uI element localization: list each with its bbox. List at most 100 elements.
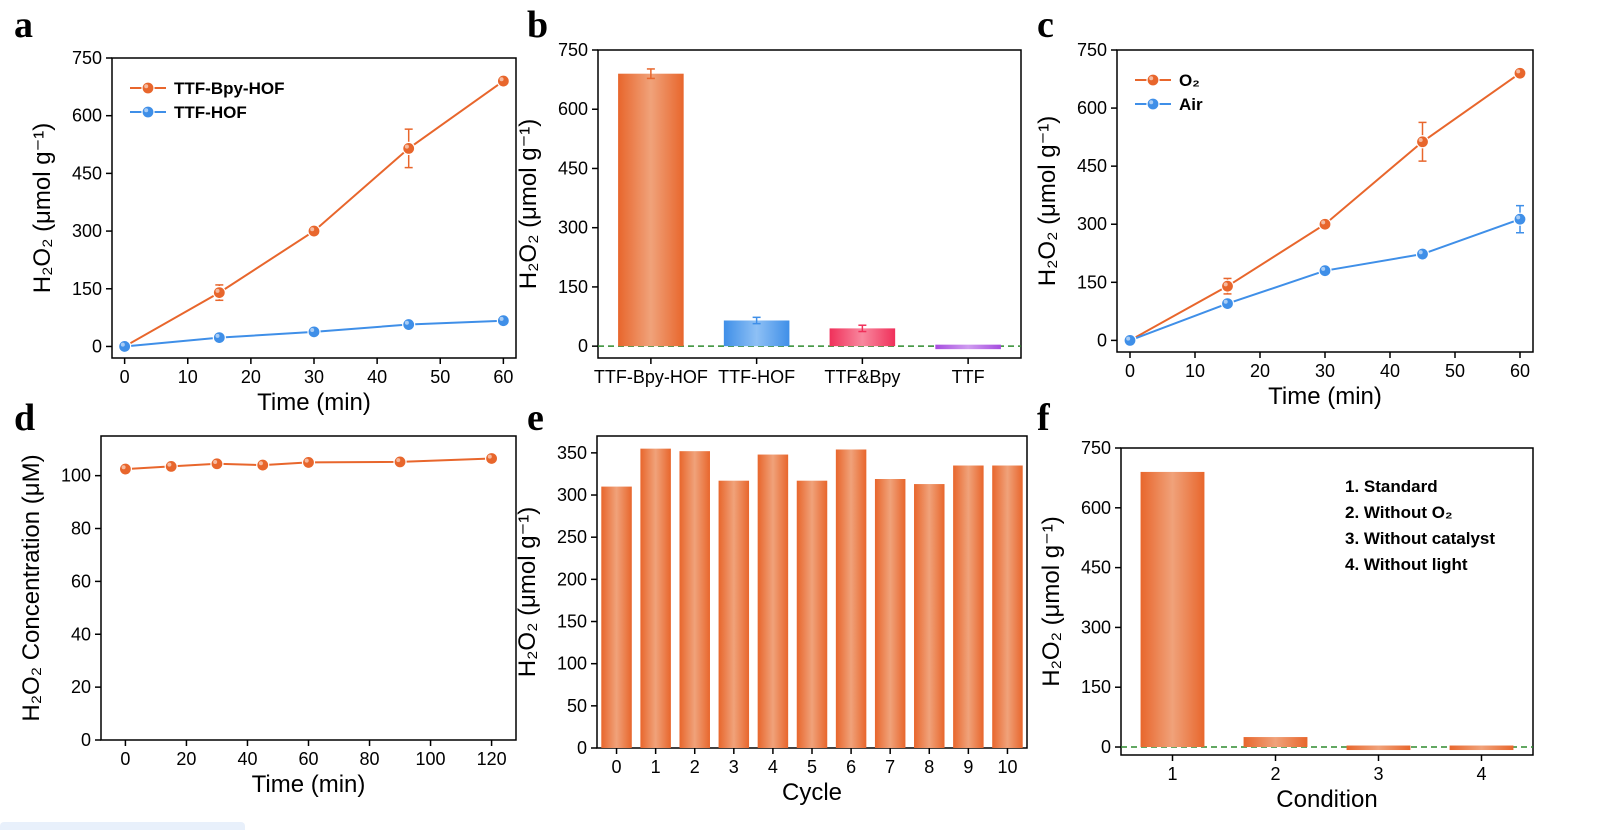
data-point-highlight (258, 461, 263, 466)
x-axis-title: Time (min) (257, 389, 371, 416)
data-point-highlight (1321, 266, 1326, 271)
y-tick-label: 300 (72, 221, 102, 241)
data-point-highlight (1516, 69, 1521, 74)
data-point (256, 458, 270, 472)
legend-item: 1. Standard (1345, 477, 1438, 496)
x-tick-label: 60 (298, 749, 318, 769)
data-point (1415, 247, 1430, 261)
y-tick-label: 80 (71, 519, 91, 539)
bar-4 (757, 454, 789, 748)
x-tick-label: 10 (178, 367, 198, 387)
x-tick-label: 100 (416, 749, 446, 769)
legend-label: O₂ (1179, 71, 1200, 90)
bar-2 (679, 451, 710, 748)
y-axis-title: H₂O₂ (μmol g⁻¹) (1038, 516, 1065, 686)
x-tick-label: 80 (360, 749, 380, 769)
x-tick-label: 10 (1185, 361, 1205, 381)
bar-7 (874, 479, 906, 748)
data-point (141, 81, 155, 95)
legend-label: TTF-HOF (174, 103, 247, 122)
chart-d: 0 20 40 60 80 100 H₂O₂ Concentration (μM) 0 20 40… (18, 435, 517, 798)
y-tick-label: 600 (72, 106, 102, 126)
data-point (141, 105, 155, 119)
y-tick-label: 150 (72, 279, 102, 299)
data-point (1123, 333, 1137, 347)
data-point-highlight (1418, 250, 1423, 255)
x-tick-label: 0 (120, 749, 130, 769)
y-tick-label: 0 (81, 730, 91, 750)
y-tick-label: 100 (61, 466, 91, 486)
panel-letter-c: c (1037, 4, 1054, 46)
x-axis-title: Cycle (782, 779, 842, 806)
bar-3 (718, 480, 750, 748)
data-point-highlight (215, 288, 220, 293)
data-point (402, 141, 416, 155)
y-tick-label: 0 (578, 336, 588, 356)
data-point (1146, 73, 1160, 87)
y-tick-label: 0 (1101, 737, 1111, 757)
plot-frame (100, 435, 517, 741)
data-point (307, 224, 321, 238)
chart-e: 0 50 100 150 200 250 300 350 H₂O₂ (μmol g⁻¹) 0 1 2 3… (514, 435, 1028, 806)
y-tick-label: 750 (558, 40, 588, 60)
x-tick-label: TTF (952, 367, 985, 387)
y-tick-label: 150 (557, 612, 587, 632)
legend-label: TTF-Bpy-HOF (174, 79, 284, 98)
chart-f: 0 150 300 450 600 750 H₂O₂ (μmol g⁻¹) 1 2 3 4 Condi… (1038, 438, 1534, 813)
legend: O₂ Air (1135, 71, 1203, 114)
x-tick-label: 60 (493, 367, 513, 387)
x-tick-label: 50 (1445, 361, 1465, 381)
data-point-highlight (1126, 336, 1131, 341)
y-tick-label: 450 (1077, 156, 1107, 176)
data-point-highlight (404, 320, 409, 325)
x-tick-label: 0 (1125, 361, 1135, 381)
legend-item: 4. Without light (1345, 555, 1468, 574)
x-tick-label: 0 (120, 367, 130, 387)
data-point-highlight (1223, 282, 1228, 287)
bar-3 (1346, 745, 1411, 751)
data-point (118, 462, 133, 476)
bar-TTF (935, 344, 1001, 350)
x-tick-label: 1 (651, 757, 661, 777)
data-point (402, 317, 416, 332)
bar-1 (640, 448, 671, 748)
y-tick-label: 750 (1077, 40, 1107, 60)
data-point-highlight (1321, 220, 1326, 225)
x-tick-label: 120 (477, 749, 507, 769)
x-tick-label: TTF-Bpy-HOF (594, 367, 708, 387)
bar-9 (953, 465, 984, 748)
data-point-highlight (310, 227, 315, 232)
data-point-highlight (1516, 215, 1521, 220)
data-point (210, 457, 224, 471)
x-tick-label: 2 (690, 757, 700, 777)
bottom-scroll-strip (0, 822, 245, 830)
data-point (118, 339, 132, 354)
data-point-highlight (120, 342, 125, 347)
y-tick-label: 750 (1081, 438, 1111, 458)
x-axis-title: Time (min) (1268, 383, 1382, 410)
bar-10 (992, 465, 1023, 748)
chart-b: 0 150 300 450 600 750 H₂O₂ (μmol g⁻¹) TTF-Bpy-H… (515, 40, 1022, 387)
x-tick-label: 20 (176, 749, 196, 769)
y-axis-title: H₂O₂ (μmol g⁻¹) (29, 123, 56, 293)
data-point (212, 331, 226, 345)
y-tick-label: 250 (557, 527, 587, 547)
data-point-highlight (499, 316, 504, 321)
data-point (1220, 297, 1235, 311)
data-point-highlight (144, 84, 149, 89)
x-tick-label: 20 (1250, 361, 1270, 381)
data-point (301, 455, 316, 470)
y-tick-label: 450 (1081, 558, 1111, 578)
x-tick-label: 60 (1510, 361, 1530, 381)
legend: TTF-Bpy-HOF TTF-HOF (130, 79, 284, 122)
plot-frame (1120, 447, 1534, 756)
y-tick-label: 600 (1077, 98, 1107, 118)
data-point-highlight (1223, 299, 1228, 304)
y-tick-label: 450 (72, 163, 102, 183)
panel-letter-d: d (14, 397, 35, 439)
data-point-highlight (1418, 137, 1423, 142)
y-axis-title: H₂O₂ (μmol g⁻¹) (1034, 116, 1061, 286)
data-point (1513, 66, 1527, 80)
y-tick-label: 750 (72, 48, 102, 68)
